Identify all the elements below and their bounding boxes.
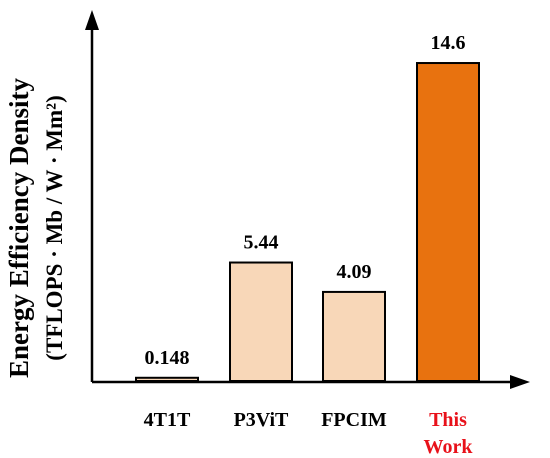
y-axis-arrow-icon	[85, 10, 99, 30]
value-label-fpcim: 4.09	[337, 261, 372, 283]
axes	[85, 10, 530, 389]
value-label-this-work: 14.6	[431, 32, 466, 54]
y-axis-title: Energy Efficiency Density (TFLOPS · Mb /…	[4, 78, 67, 378]
bar-4t1t	[135, 376, 199, 382]
value-labels-layer: 0.148 5.44 4.09 14.6	[145, 32, 466, 369]
category-label-this-work: This Work	[424, 409, 474, 458]
bar-fpcim	[322, 290, 386, 382]
bar-this-work	[416, 62, 480, 383]
bar-p3vit	[229, 261, 293, 383]
bars-layer	[135, 62, 480, 383]
category-label-p3vit: P3ViT	[234, 409, 289, 431]
category-label-4t1t: 4T1T	[144, 409, 191, 431]
x-axis-arrow-icon	[510, 375, 530, 389]
y-axis-label-line1: Energy Efficiency Density	[4, 78, 34, 378]
category-label-fpcim: FPCIM	[321, 409, 387, 431]
y-axis-label-line2: (TFLOPS · Mb / W · Mm²)	[42, 95, 67, 360]
value-label-p3vit: 5.44	[244, 232, 279, 254]
value-label-4t1t: 0.148	[145, 347, 190, 369]
category-labels-layer: 4T1T P3ViT FPCIM This Work	[144, 409, 474, 458]
